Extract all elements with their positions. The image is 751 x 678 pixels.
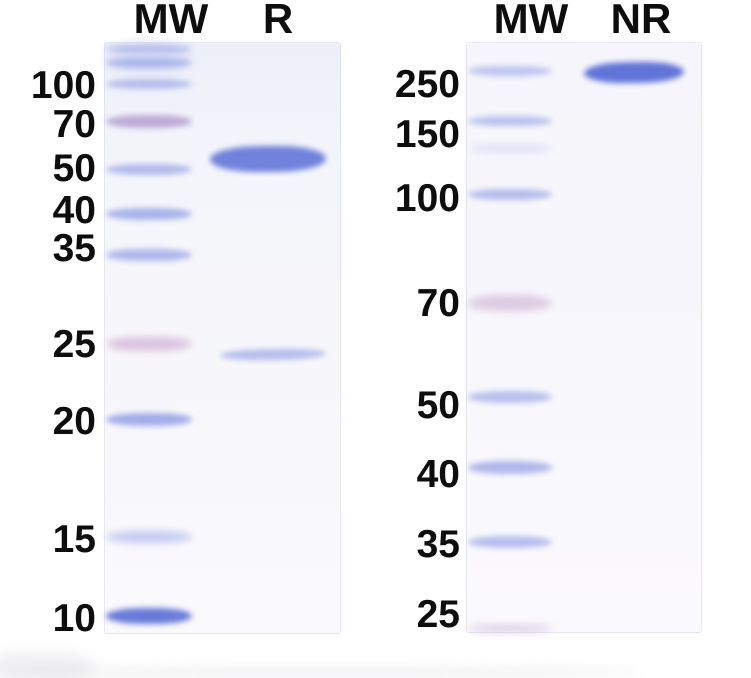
mw-label-10: 10 bbox=[52, 597, 96, 640]
mw-label-100: 100 bbox=[394, 177, 460, 220]
mw-label-40: 40 bbox=[416, 453, 460, 496]
mw-label-35: 35 bbox=[416, 523, 460, 566]
mw-label-25: 25 bbox=[52, 323, 96, 366]
mw-label-20: 20 bbox=[52, 400, 96, 443]
lane-header-mw-reduced: MW bbox=[133, 0, 209, 42]
mw-label-70: 70 bbox=[52, 103, 96, 146]
mw-label-150: 150 bbox=[394, 113, 460, 156]
mw-label-15: 15 bbox=[52, 518, 96, 561]
mw-label-35: 35 bbox=[52, 227, 96, 270]
mw-label-40: 40 bbox=[52, 189, 96, 232]
gel-slab-reduced bbox=[104, 42, 341, 634]
gel-slab-non-reduced bbox=[466, 42, 702, 633]
mw-label-100: 100 bbox=[30, 64, 96, 107]
mw-label-70: 70 bbox=[416, 282, 460, 325]
mw-label-25: 25 bbox=[416, 593, 460, 636]
mw-label-50: 50 bbox=[416, 384, 460, 427]
mw-label-250: 250 bbox=[394, 63, 460, 106]
lane-header-r: R bbox=[262, 0, 294, 42]
lane-header-nr: NR bbox=[610, 0, 672, 42]
mw-label-50: 50 bbox=[52, 147, 96, 190]
photo-artifact-bottom-streak bbox=[0, 666, 640, 678]
lane-header-mw-non-reduced: MW bbox=[493, 0, 569, 42]
photo-artifact-corner-smudge bbox=[0, 652, 95, 678]
